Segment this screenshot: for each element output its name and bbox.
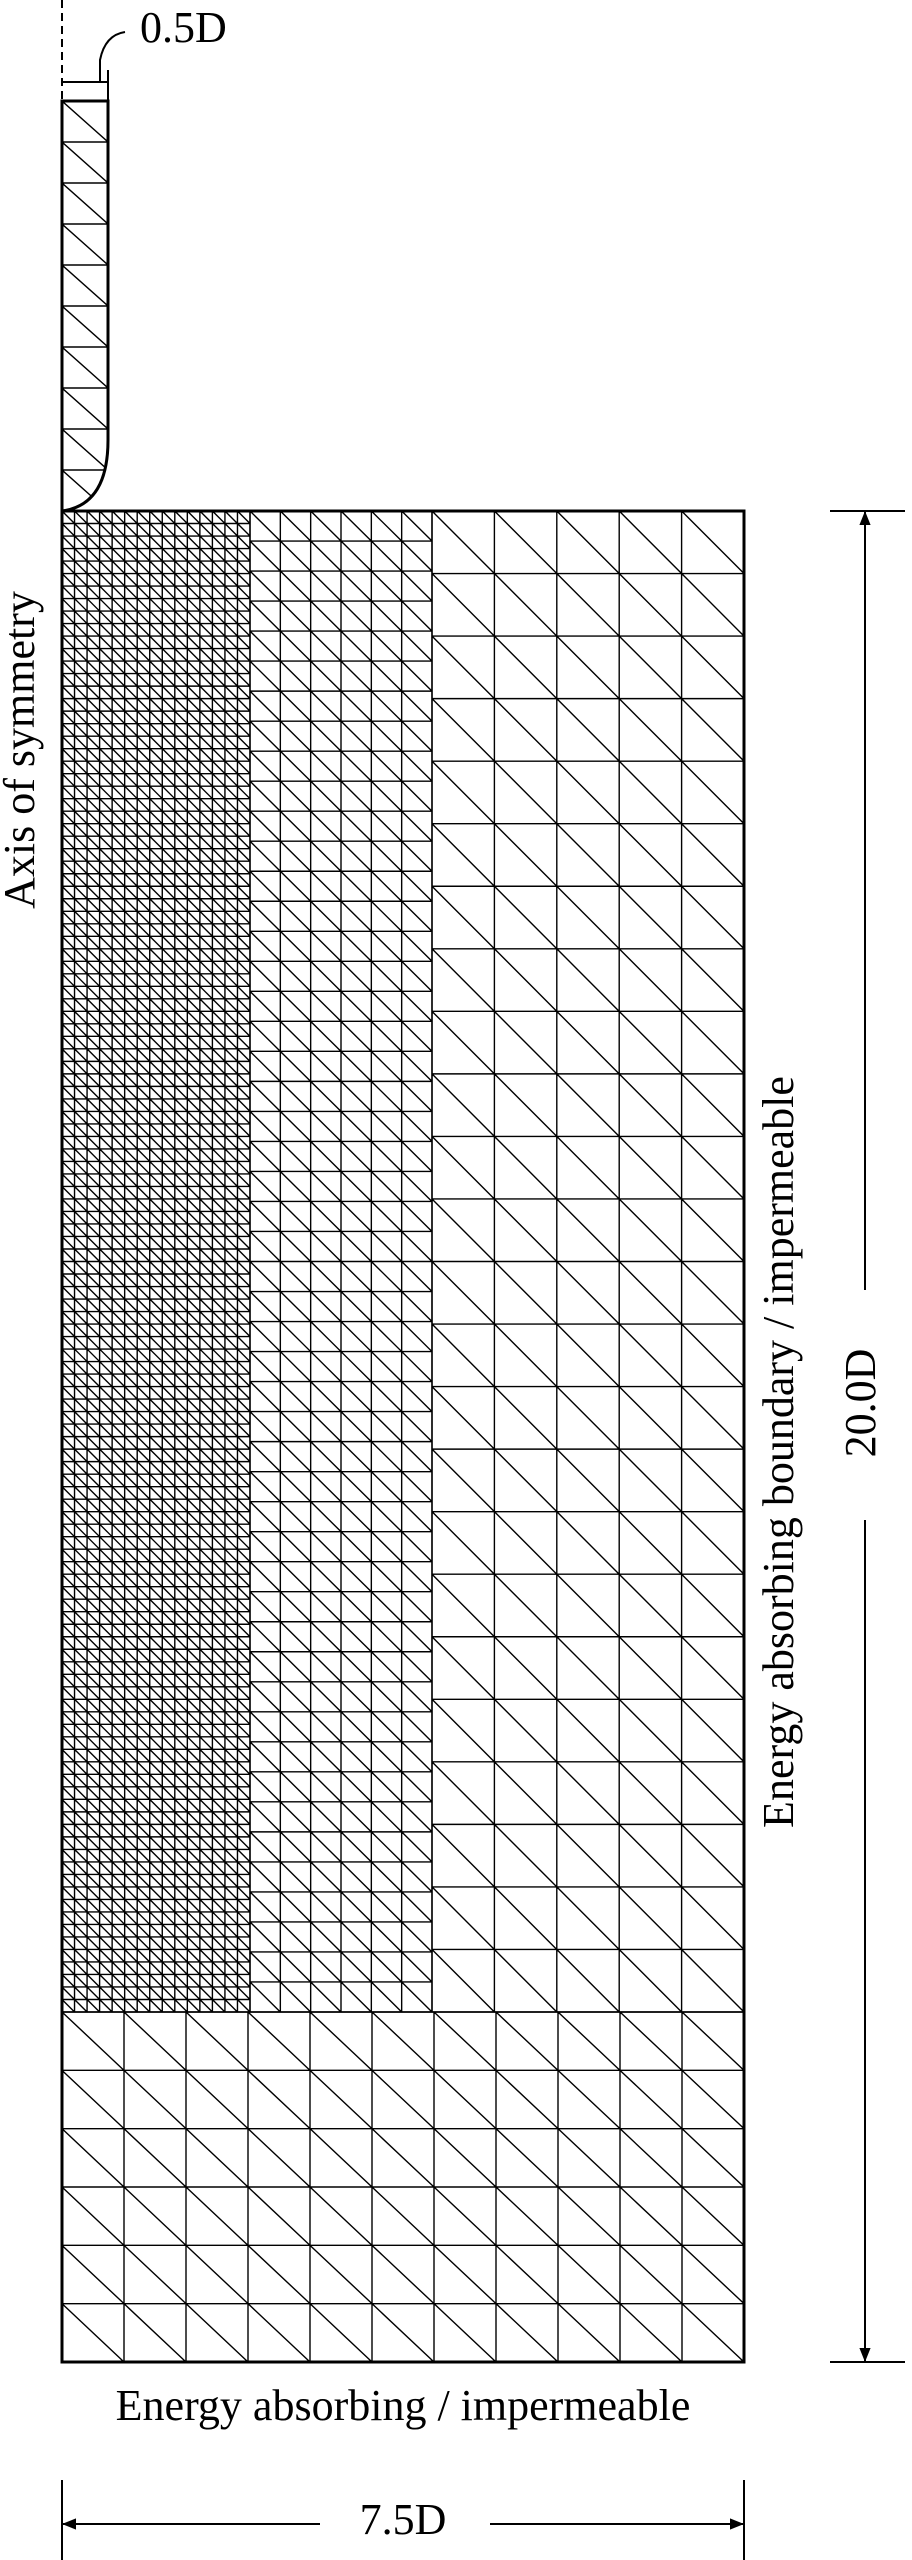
- mesh-zone: [61, 510, 251, 2013]
- pile-mesh: [62, 101, 108, 511]
- mesh-zone: [431, 510, 745, 2013]
- pile-width-label: 0.5D: [140, 3, 227, 52]
- bottom-boundary-label: Energy absorbing / impermeable: [116, 2381, 691, 2430]
- right-boundary-label: Energy absorbing boundary / impermeable: [754, 1076, 803, 1828]
- mesh: [61, 101, 745, 2363]
- axis-label: Axis of symmetry: [0, 591, 44, 909]
- width-label: 7.5D: [360, 2495, 447, 2544]
- mesh-zone: [249, 510, 433, 2013]
- pile-width-dimension: [62, 31, 126, 101]
- mesh-zone: [61, 2011, 745, 2363]
- soil-outline: [60, 509, 746, 2364]
- mesh-zone: [62, 101, 108, 511]
- height-label: 20.0D: [836, 1349, 885, 1458]
